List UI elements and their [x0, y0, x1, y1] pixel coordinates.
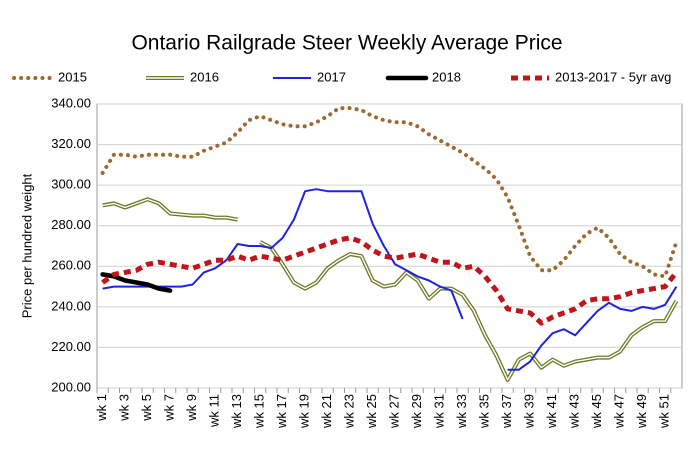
y-tick-label: 240.00	[51, 298, 91, 313]
y-tick-label: 260.00	[51, 258, 91, 273]
x-tick-label: wk 11	[207, 394, 222, 428]
x-tick-label: wk 19	[297, 394, 312, 429]
x-tick-label: wk 25	[364, 394, 379, 429]
x-tick-label: wk 9	[184, 394, 199, 422]
chart-title: Ontario Railgrade Steer Weekly Average P…	[131, 32, 562, 55]
x-tick-label: wk 47	[612, 394, 627, 429]
x-tick-label: wk 7	[162, 394, 177, 422]
legend-label: 2015	[58, 69, 87, 84]
x-tick-label: wk 31	[432, 394, 447, 429]
series-line	[100, 106, 679, 279]
legend-label: 2018	[432, 69, 461, 84]
x-tick-label: wk 5	[139, 394, 154, 422]
series-line	[101, 235, 679, 326]
legend-label: 2017	[317, 69, 346, 84]
x-tick-label: wk 37	[499, 394, 514, 429]
legend-label: 2013-2017 - 5yr avg	[555, 69, 671, 84]
y-tick-label: 200.00	[51, 379, 91, 394]
x-tick-label: wk 17	[274, 394, 289, 429]
x-tick-label: wk 41	[544, 394, 559, 429]
x-tick-label: wk 45	[589, 394, 604, 429]
x-tick-label: wk 43	[567, 394, 582, 429]
x-tick-label: wk 33	[454, 394, 469, 429]
x-tick-label: wk 15	[252, 394, 267, 429]
y-tick-label: 220.00	[51, 339, 91, 354]
x-tick-label: wk 39	[522, 394, 537, 429]
x-tick-label: wk 21	[319, 394, 334, 429]
x-tick-label: wk 35	[477, 394, 492, 429]
series-line	[102, 188, 678, 371]
plot-frame	[96, 103, 683, 389]
x-tick-label: wk 49	[634, 394, 649, 429]
series-line-inner	[102, 198, 678, 381]
y-tick-label: 280.00	[51, 217, 91, 232]
series-line	[102, 197, 679, 382]
x-tick-label: wk 29	[409, 394, 424, 429]
y-axis-label: Price per hundred weight	[19, 173, 34, 318]
y-tick-label: 340.00	[51, 95, 91, 110]
x-tick-label: wk 13	[229, 394, 244, 429]
x-tick-label: wk 27	[387, 394, 402, 429]
series-line	[100, 272, 173, 293]
x-tick-label: wk 1	[94, 394, 109, 422]
x-tick-label: wk 3	[117, 394, 132, 422]
x-tick-label: wk 23	[342, 394, 357, 429]
y-tick-label: 320.00	[51, 136, 91, 151]
x-tick-label: wk 51	[657, 394, 672, 429]
legend-label: 2016	[190, 69, 219, 84]
y-tick-label: 300.00	[51, 177, 91, 192]
